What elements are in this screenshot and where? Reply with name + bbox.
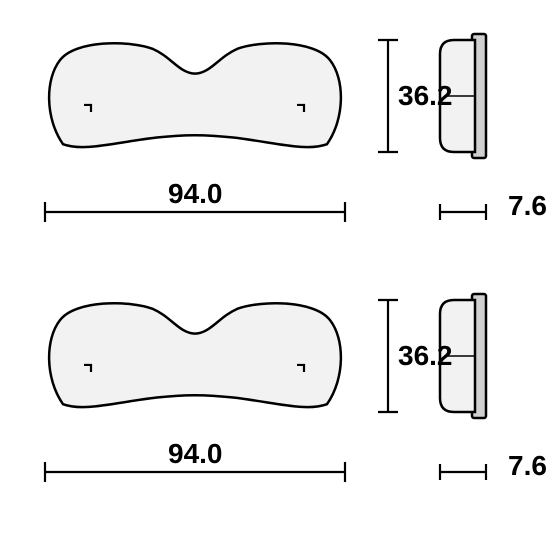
- diagram-svg: [0, 0, 560, 543]
- pad-face-outline: [49, 303, 341, 407]
- diagram-canvas: 36.2 94.0 7.6 36.2 94.0 7.6: [0, 0, 560, 543]
- dim-label-width-1: 94.0: [168, 178, 223, 210]
- dim-label-thick-2: 7.6: [508, 450, 547, 482]
- dim-label-height-2: 36.2: [398, 340, 453, 372]
- dim-label-width-2: 94.0: [168, 438, 223, 470]
- brake-pad-1: [45, 34, 486, 222]
- dim-label-thick-1: 7.6: [508, 190, 547, 222]
- dim-label-height-1: 36.2: [398, 80, 453, 112]
- pad-face-outline: [49, 43, 341, 147]
- brake-pad-2: [45, 294, 486, 482]
